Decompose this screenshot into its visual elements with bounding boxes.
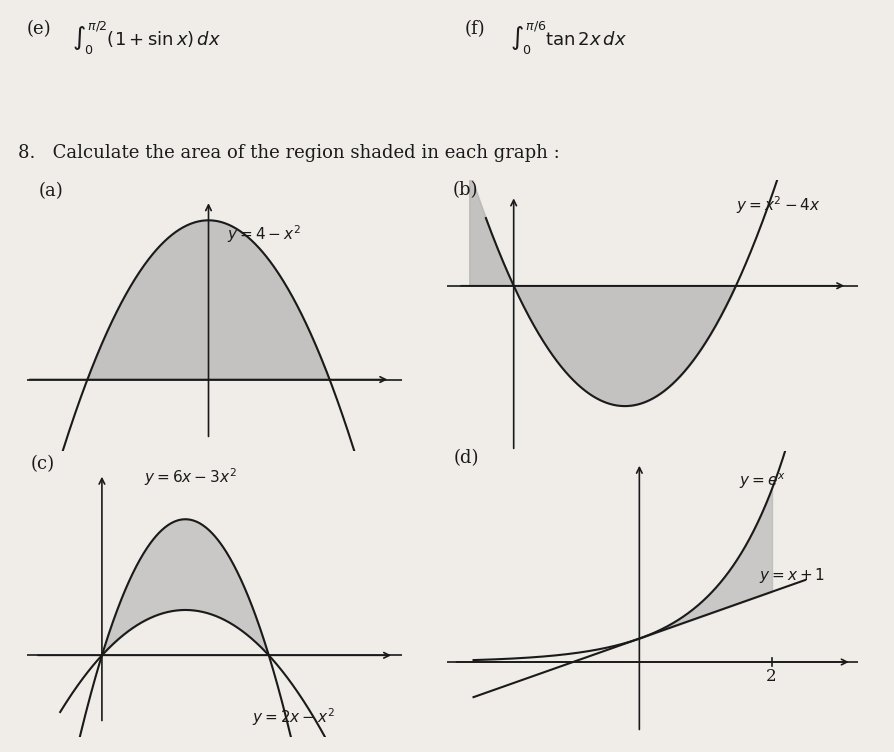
Text: $\int_0^{\pi/2}(1+\sin x)\,dx$: $\int_0^{\pi/2}(1+\sin x)\,dx$ xyxy=(72,20,221,57)
Text: 2: 2 xyxy=(765,668,776,685)
Text: $\int_0^{\pi/6}\tan 2x\,dx$: $\int_0^{\pi/6}\tan 2x\,dx$ xyxy=(510,20,627,57)
Text: 8.   Calculate the area of the region shaded in each graph :: 8. Calculate the area of the region shad… xyxy=(18,144,560,162)
Text: (e): (e) xyxy=(27,20,52,38)
Text: $y = x^2 - 4x$: $y = x^2 - 4x$ xyxy=(736,194,821,216)
Text: (d): (d) xyxy=(453,449,479,467)
Text: (b): (b) xyxy=(452,181,478,199)
Text: (f): (f) xyxy=(465,20,485,38)
Text: $y = 6x-3x^2$: $y = 6x-3x^2$ xyxy=(144,466,236,488)
Text: (c): (c) xyxy=(31,456,55,473)
Text: $y = e^x$: $y = e^x$ xyxy=(738,472,786,491)
Text: $y = x+1$: $y = x+1$ xyxy=(759,566,825,585)
Text: $y = 4-x^2$: $y = 4-x^2$ xyxy=(227,223,300,245)
Text: $y = 2x-x^2$: $y = 2x-x^2$ xyxy=(252,707,335,729)
Text: (a): (a) xyxy=(39,183,63,200)
